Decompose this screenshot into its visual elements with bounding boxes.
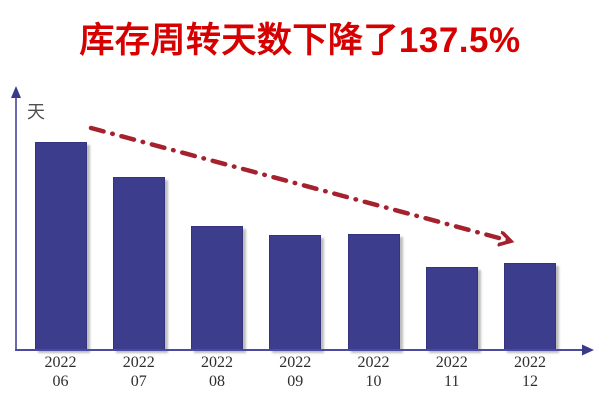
x-tick-label-2022-07: 2022 07: [100, 353, 178, 391]
bar-2022-06: [34, 142, 87, 350]
x-tick-year: 2022: [514, 354, 546, 371]
x-tick-label-2022-06: 2022 06: [22, 353, 100, 391]
bar-2022-09: [269, 235, 322, 350]
x-tick-label-2022-10: 2022 10: [335, 353, 413, 391]
x-tick-label-2022-11: 2022 11: [413, 353, 491, 391]
chart-title: 库存周转天数下降了137.5%: [79, 21, 521, 60]
x-tick-year: 2022: [44, 354, 77, 371]
bar-2022-11: [425, 267, 478, 350]
x-tick-label-2022-12: 2022 12: [491, 353, 569, 391]
x-tick-month: 12: [522, 373, 538, 390]
x-tick-label-2022-09: 2022 09: [256, 353, 334, 391]
x-tick-year: 2022: [122, 354, 155, 371]
x-tick-year: 2022: [279, 354, 312, 371]
bar-2022-10: [347, 234, 400, 350]
x-tick-month: 09: [287, 373, 304, 390]
bar-2022-08: [191, 226, 243, 350]
x-tick-year: 2022: [435, 354, 468, 371]
y-axis-unit-label: 天: [27, 102, 45, 122]
x-axis-arrow-icon: [582, 344, 594, 356]
x-tick-month: 11: [444, 373, 460, 390]
x-tick-month: 07: [130, 373, 147, 390]
x-tick-year: 2022: [357, 354, 390, 371]
bar-2022-12: [504, 263, 556, 350]
x-tick-month: 10: [365, 373, 382, 390]
y-axis-arrow-icon: [11, 86, 21, 98]
x-tick-month: 06: [52, 373, 69, 390]
x-tick-year: 2022: [201, 354, 233, 371]
bar-2022-07: [112, 177, 165, 350]
x-tick-month: 08: [209, 373, 225, 390]
x-tick-label-2022-08: 2022 08: [178, 353, 256, 391]
